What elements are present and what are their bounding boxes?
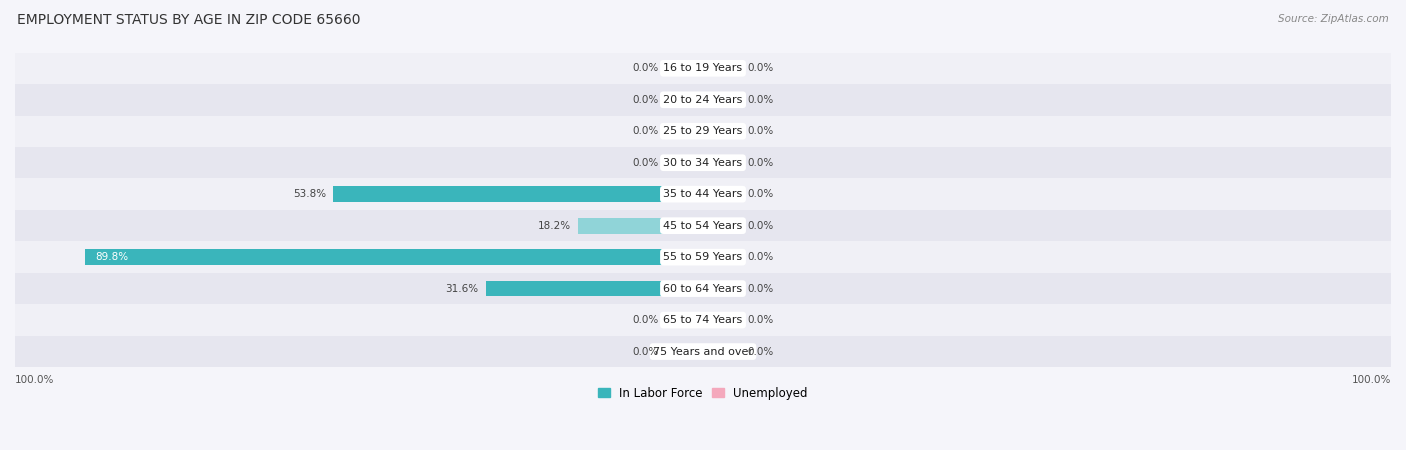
Bar <box>703 312 741 328</box>
Bar <box>703 155 741 171</box>
Text: 53.8%: 53.8% <box>292 189 326 199</box>
Text: 16 to 19 Years: 16 to 19 Years <box>664 63 742 73</box>
Bar <box>703 92 741 108</box>
Text: 75 Years and over: 75 Years and over <box>652 346 754 356</box>
Text: 35 to 44 Years: 35 to 44 Years <box>664 189 742 199</box>
Text: 20 to 24 Years: 20 to 24 Years <box>664 95 742 105</box>
Text: 0.0%: 0.0% <box>748 252 773 262</box>
Text: 0.0%: 0.0% <box>748 346 773 356</box>
Text: 55 to 59 Years: 55 to 59 Years <box>664 252 742 262</box>
Text: 100.0%: 100.0% <box>1351 375 1391 385</box>
Bar <box>15 273 1391 304</box>
Bar <box>703 281 741 297</box>
Bar <box>15 210 1391 241</box>
Text: 30 to 34 Years: 30 to 34 Years <box>664 158 742 168</box>
Text: 0.0%: 0.0% <box>748 63 773 73</box>
Text: 0.0%: 0.0% <box>748 189 773 199</box>
Bar <box>15 304 1391 336</box>
Bar <box>665 60 703 76</box>
Bar <box>665 92 703 108</box>
Bar <box>665 155 703 171</box>
Text: 60 to 64 Years: 60 to 64 Years <box>664 284 742 293</box>
Text: 0.0%: 0.0% <box>633 95 658 105</box>
Bar <box>665 312 703 328</box>
Bar <box>665 344 703 360</box>
Text: 0.0%: 0.0% <box>633 315 658 325</box>
Text: 0.0%: 0.0% <box>748 315 773 325</box>
Text: 65 to 74 Years: 65 to 74 Years <box>664 315 742 325</box>
Bar <box>15 336 1391 367</box>
Text: 0.0%: 0.0% <box>633 126 658 136</box>
Text: 25 to 29 Years: 25 to 29 Years <box>664 126 742 136</box>
Bar <box>703 344 741 360</box>
Bar <box>15 116 1391 147</box>
Bar <box>703 60 741 76</box>
Text: 0.0%: 0.0% <box>633 158 658 168</box>
Bar <box>703 249 741 265</box>
Bar <box>703 123 741 139</box>
Bar <box>15 147 1391 179</box>
Text: 0.0%: 0.0% <box>748 220 773 231</box>
Text: 0.0%: 0.0% <box>633 346 658 356</box>
Text: 31.6%: 31.6% <box>446 284 478 293</box>
Bar <box>703 218 741 234</box>
Bar <box>578 218 703 234</box>
Text: 0.0%: 0.0% <box>748 284 773 293</box>
Bar <box>665 123 703 139</box>
Text: 0.0%: 0.0% <box>748 126 773 136</box>
Text: 18.2%: 18.2% <box>537 220 571 231</box>
Text: 100.0%: 100.0% <box>15 375 55 385</box>
Text: 0.0%: 0.0% <box>633 63 658 73</box>
Bar <box>333 186 703 202</box>
Bar <box>15 241 1391 273</box>
Text: EMPLOYMENT STATUS BY AGE IN ZIP CODE 65660: EMPLOYMENT STATUS BY AGE IN ZIP CODE 656… <box>17 14 360 27</box>
Text: 0.0%: 0.0% <box>748 95 773 105</box>
Bar <box>15 179 1391 210</box>
Bar <box>15 84 1391 116</box>
Text: 89.8%: 89.8% <box>96 252 128 262</box>
Bar <box>703 186 741 202</box>
Bar <box>485 281 703 297</box>
Legend: In Labor Force, Unemployed: In Labor Force, Unemployed <box>593 382 813 404</box>
Bar <box>86 249 703 265</box>
Text: 0.0%: 0.0% <box>748 158 773 168</box>
Text: Source: ZipAtlas.com: Source: ZipAtlas.com <box>1278 14 1389 23</box>
Bar <box>15 53 1391 84</box>
Text: 45 to 54 Years: 45 to 54 Years <box>664 220 742 231</box>
